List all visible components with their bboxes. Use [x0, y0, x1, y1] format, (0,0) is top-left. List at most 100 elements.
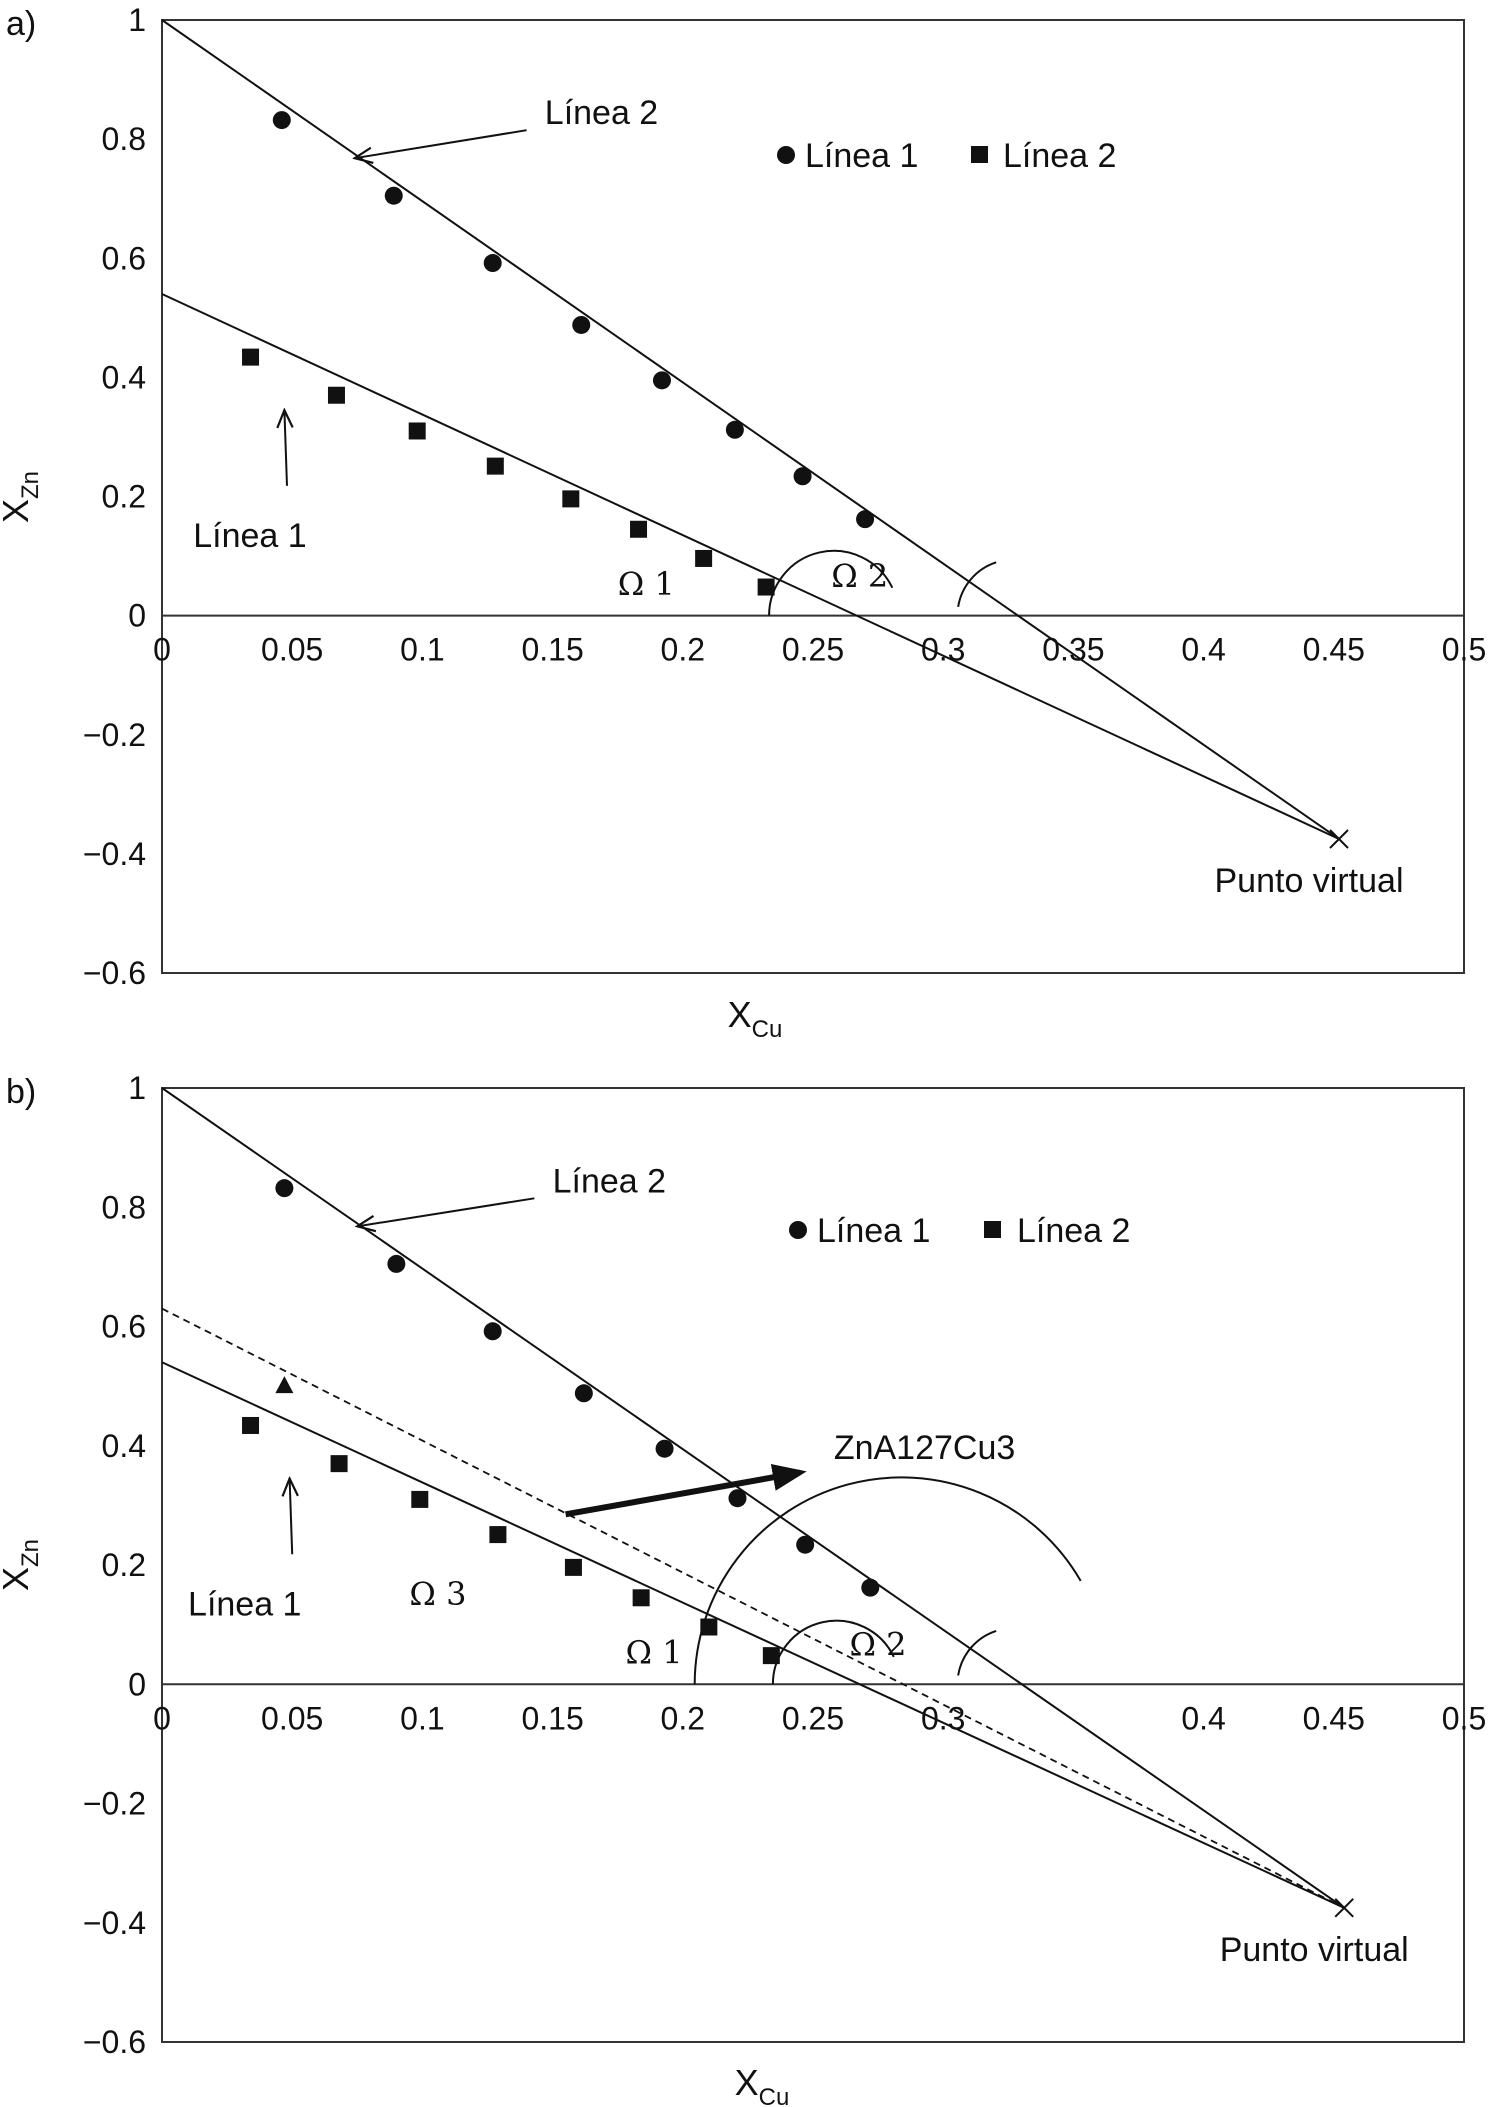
data-point-linea-1	[725, 420, 744, 439]
annotation-label-linea-1: Línea 1	[188, 1586, 301, 1624]
fit-line	[161, 19, 1340, 840]
virtual-point-marker	[1329, 829, 1349, 849]
x-tick-label: 0	[153, 1700, 171, 1736]
annotation-arrow-linea-1	[284, 410, 287, 486]
legend-label-linea-1-b: Línea 1	[817, 1212, 930, 1250]
x-tick-label: 0.5	[1442, 1700, 1486, 1736]
legend-marker-circle-b	[789, 1221, 807, 1239]
data-point-linea-1	[861, 1578, 880, 1597]
legend-label-linea-1-a: Línea 1	[805, 137, 918, 175]
x-tick-label: 0.1	[400, 632, 444, 668]
annotations-a: Línea 2 Línea 1	[193, 94, 658, 555]
data-point-linea-2	[700, 1618, 718, 1636]
fit-lines-a	[161, 19, 1340, 840]
panel-label-b: b)	[6, 1073, 36, 1111]
x-tick-label: 0	[153, 632, 171, 668]
data-point-linea-2	[564, 1558, 582, 1576]
y-tick-label: 0.8	[102, 1189, 146, 1225]
virtual-point-a: Punto virtual	[1215, 829, 1404, 900]
x-tick-label: 0.25	[782, 1700, 844, 1736]
y-tick-label: 0	[128, 598, 146, 634]
y-tick-labels-a: −0.6 −0.4 −0.2 0 0.2 0.4 0.6 0.8 1	[83, 2, 146, 991]
data-point-linea-1	[483, 1322, 502, 1341]
panel-label-a: a)	[6, 5, 36, 43]
virtual-point-label: Punto virtual	[1215, 862, 1404, 900]
legend-b: Línea 1 Línea 2	[789, 1212, 1130, 1250]
y-tick-label: 0.4	[102, 359, 146, 395]
data-point-linea-2	[757, 578, 775, 596]
angle-label-omega-2: Ω 2	[849, 1626, 906, 1664]
angle-arcs-a: Ω 1 Ω 2	[618, 549, 997, 616]
y-tick-label: 0.4	[102, 1428, 146, 1464]
y-tick-label: −0.2	[83, 717, 146, 753]
angle-label-omega-3: Ω 3	[409, 1575, 466, 1613]
y-tick-label: −0.4	[83, 1905, 146, 1941]
plot-area-a	[161, 19, 1465, 974]
x-tick-label: 0.15	[521, 1700, 583, 1736]
data-points-a	[242, 111, 875, 596]
chart-panel-b: b) −0.6 −0.4 −0.2 0 0.2 0.4 0.6 0.8 1 0 0.05 0.1 0.…	[0, 1070, 1486, 2107]
data-point-linea-1	[572, 315, 591, 334]
y-tick-label: −0.4	[83, 836, 146, 872]
x-tick-label: 0.15	[521, 632, 583, 668]
x-tick-label: 0.5	[1442, 632, 1486, 668]
data-point-linea-2	[327, 386, 345, 404]
data-point-linea-1	[387, 1254, 406, 1273]
angle-label-omega-2: Ω 2	[831, 557, 888, 595]
data-point-linea-1	[856, 510, 875, 529]
angle-arc-omega-2	[957, 1629, 997, 1676]
data-point-linea-2	[489, 1526, 507, 1544]
plot-area-b	[161, 1087, 1465, 2043]
annotation-label-linea-1: Línea 1	[193, 517, 306, 555]
data-point-linea-1	[793, 467, 812, 486]
data-point-linea-2	[630, 520, 648, 538]
fit-lines-b	[161, 1087, 1345, 1909]
y-tick-label: −0.2	[83, 1786, 146, 1822]
data-point-linea-2	[330, 1455, 348, 1473]
data-point-linea-2	[242, 348, 260, 366]
x-tick-label: 0.4	[1181, 1700, 1225, 1736]
angle-arcs-b: Ω 1 Ω 2 Ω 3	[409, 1476, 1082, 1685]
x-tick-labels-a: 0 0.05 0.1 0.15 0.2 0.25 0.3 0.35 0.4 0.45 0.5	[153, 614, 1486, 668]
data-point-linea-2	[762, 1647, 780, 1665]
x-axis-title-a: XCu	[728, 994, 783, 1043]
y-tick-label: 0.6	[102, 240, 146, 276]
x-tick-labels-b: 0 0.05 0.1 0.15 0.2 0.25 0.3 0.4 0.45 0.5	[153, 1683, 1486, 1736]
x-tick-label: 0.25	[782, 632, 844, 668]
data-point-linea-2	[486, 457, 504, 475]
y-tick-label: −0.6	[83, 2024, 146, 2060]
y-tick-label: 0	[128, 1666, 146, 1702]
annotation-arrow-linea-2	[355, 129, 527, 158]
virtual-point-marker	[1334, 1898, 1354, 1918]
annotations-b: Línea 2 Línea 1 ZnA127Cu3	[188, 1162, 1015, 1623]
virtual-point-b: Punto virtual	[1220, 1898, 1409, 1969]
angle-label-omega-1: Ω 1	[626, 1633, 683, 1671]
angle-arc-omega-2	[957, 561, 997, 608]
chart-panel-a: a) −0.6 −0.4 −0.2 0 0.2 0.4 0.6 0.8 1 0 0.05 0.1 0.…	[0, 2, 1486, 1043]
annotation-arrow-zna127cu3	[565, 1463, 807, 1518]
y-tick-label: 0.6	[102, 1309, 146, 1345]
data-points-b	[242, 1179, 880, 1665]
x-tick-label: 0.4	[1181, 632, 1225, 668]
legend-label-linea-2-a: Línea 2	[1003, 137, 1116, 175]
y-tick-labels-b: −0.6 −0.4 −0.2 0 0.2 0.4 0.6 0.8 1	[83, 1070, 146, 2060]
y-axis-title-a: XZn	[0, 471, 44, 523]
data-point-linea-1	[275, 1179, 294, 1198]
x-tick-label: 0.2	[661, 1700, 705, 1736]
y-tick-label: 0.2	[102, 1547, 146, 1583]
annotation-label-linea-2: Línea 2	[545, 94, 658, 132]
fit-line	[161, 293, 1340, 840]
data-point-zna127cu3	[275, 1376, 294, 1394]
annotation-arrow-linea-2	[357, 1197, 535, 1226]
x-tick-label: 0.45	[1303, 632, 1365, 668]
legend-marker-square-a	[971, 146, 988, 163]
data-point-linea-2	[562, 490, 580, 508]
y-tick-label: 0.2	[102, 479, 146, 515]
data-point-linea-1	[483, 254, 502, 273]
data-point-linea-2	[632, 1589, 650, 1607]
data-point-linea-1	[384, 186, 403, 205]
annotation-arrow-linea-1	[290, 1479, 293, 1555]
data-point-linea-1	[272, 111, 291, 130]
y-tick-label: −0.6	[83, 955, 146, 991]
